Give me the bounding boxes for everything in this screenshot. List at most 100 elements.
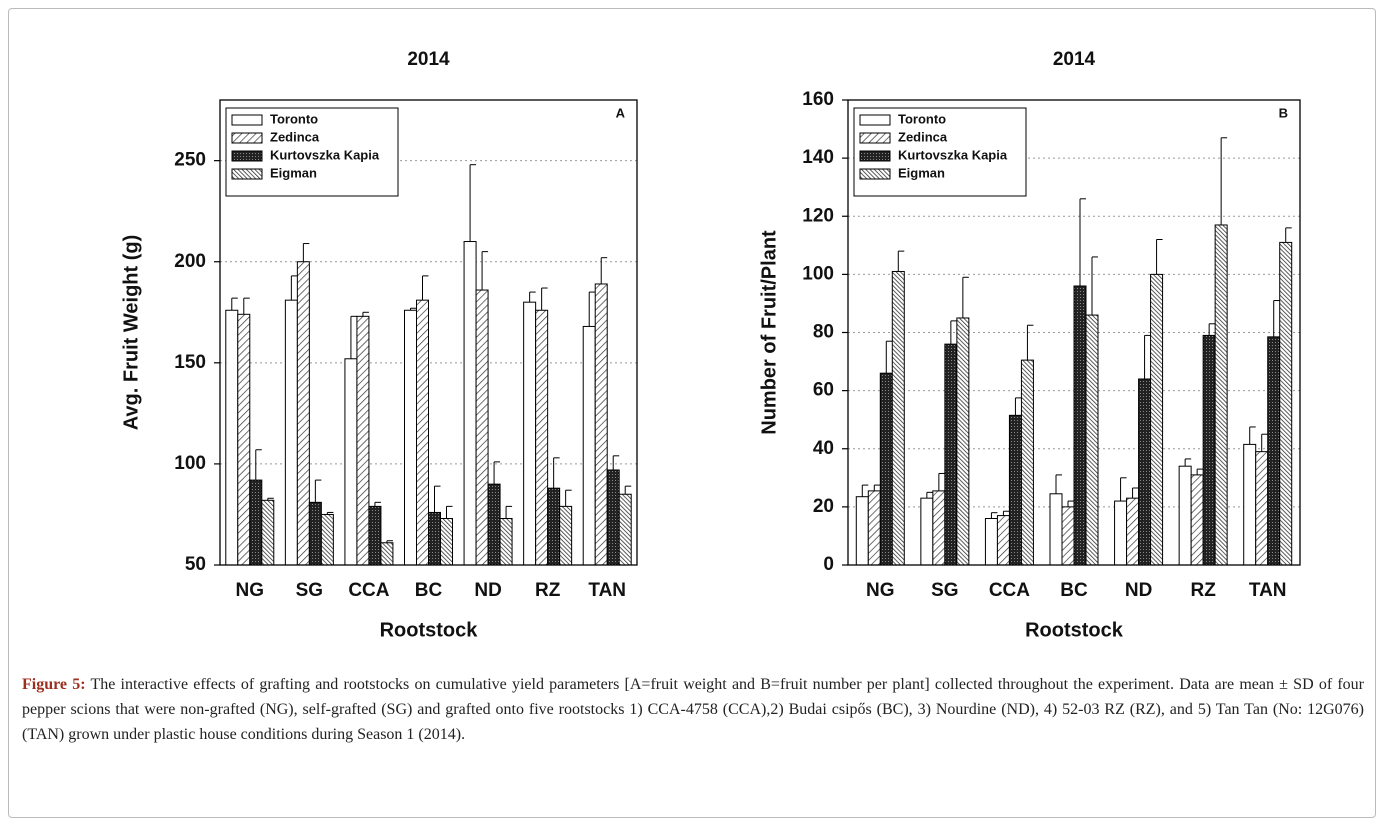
bar: [356, 315, 370, 566]
y-tick-label: 80: [813, 322, 834, 343]
bar: [618, 493, 632, 566]
bar: [475, 289, 489, 566]
bar: [1138, 378, 1152, 566]
y-tick-label: 160: [802, 89, 834, 110]
x-tick-label: NG: [236, 580, 265, 601]
bar: [535, 309, 549, 566]
x-tick-label: BC: [415, 580, 443, 601]
bar: [1049, 493, 1063, 566]
bar: [237, 313, 251, 566]
bar: [320, 513, 334, 566]
bar: [594, 283, 608, 566]
bar: [523, 301, 537, 566]
bar: [1267, 336, 1281, 566]
panel-label: B: [1279, 105, 1288, 120]
x-tick-label: RZ: [1190, 580, 1216, 601]
legend-label: Toronto: [898, 111, 946, 126]
x-tick-label: TAN: [1249, 580, 1287, 601]
y-tick-label: 60: [813, 380, 834, 401]
x-axis-label: Rootstock: [1025, 619, 1124, 641]
legend-swatch: [859, 168, 891, 180]
figure-frame: [8, 8, 1376, 818]
bar: [932, 490, 946, 566]
legend-label: Kurtovszka Kapia: [270, 147, 380, 162]
x-tick-label: RZ: [535, 580, 561, 601]
bar: [380, 542, 394, 566]
legend-swatch: [231, 114, 263, 126]
caption-text: The interactive effects of grafting and …: [22, 676, 1365, 743]
bar: [996, 515, 1010, 566]
bar: [308, 501, 322, 566]
legend-label: Zedinca: [270, 129, 320, 144]
bar: [956, 317, 970, 566]
y-tick-label: 100: [802, 263, 834, 284]
legend-label: Kurtovszka Kapia: [898, 147, 1008, 162]
y-tick-label: 150: [174, 352, 206, 373]
y-tick-label: 120: [802, 205, 834, 226]
bar: [1008, 414, 1022, 566]
bar: [1178, 465, 1192, 566]
bar: [296, 261, 310, 566]
bar: [1190, 474, 1204, 566]
bar: [606, 469, 620, 566]
legend-swatch: [859, 132, 891, 144]
legend-label: Eigman: [898, 165, 945, 180]
legend-label: Eigman: [270, 165, 317, 180]
bar: [463, 241, 477, 566]
bar: [1202, 334, 1216, 566]
caption-label: Figure 5:: [22, 676, 86, 693]
y-tick-label: 0: [823, 554, 834, 575]
x-tick-label: SG: [296, 580, 323, 601]
chart-title: 2014: [407, 49, 450, 70]
y-axis-label: Avg. Fruit Weight (g): [120, 235, 142, 431]
y-axis-label: Number of Fruit/Plant: [758, 230, 780, 435]
y-tick-label: 50: [185, 554, 206, 575]
bar: [891, 270, 905, 566]
bar: [499, 518, 513, 566]
bar: [867, 490, 881, 566]
bar: [368, 505, 382, 566]
bar: [1020, 359, 1034, 566]
bar: [944, 343, 958, 566]
bar: [1126, 497, 1140, 566]
legend-swatch: [231, 168, 263, 180]
y-tick-label: 20: [813, 496, 834, 517]
bar: [582, 325, 596, 566]
legend-swatch: [859, 150, 891, 162]
bar: [920, 497, 934, 566]
bar: [284, 299, 298, 566]
bar: [984, 518, 998, 566]
panel-label: A: [616, 105, 626, 120]
x-tick-label: ND: [1125, 580, 1152, 601]
x-tick-label: CCA: [348, 580, 389, 601]
plot-frame: [847, 99, 1301, 566]
bar: [440, 518, 453, 566]
bar: [344, 358, 358, 566]
x-tick-label: TAN: [588, 580, 626, 601]
x-tick-label: BC: [1060, 580, 1088, 601]
bar: [1243, 443, 1257, 566]
bar: [1114, 500, 1128, 566]
legend-swatch: [231, 132, 263, 144]
x-tick-label: ND: [474, 580, 501, 601]
bar: [249, 479, 263, 566]
bar: [261, 499, 275, 566]
legend-swatch: [231, 150, 263, 162]
bar: [1085, 314, 1099, 566]
bar: [225, 309, 239, 566]
y-tick-label: 250: [174, 150, 206, 171]
bar: [416, 299, 429, 566]
legend-label: Zedinca: [898, 129, 948, 144]
bar: [404, 309, 417, 566]
bar: [428, 511, 441, 566]
bar: [1279, 241, 1293, 566]
x-tick-label: SG: [931, 580, 958, 601]
bar: [487, 483, 501, 566]
bar: [559, 505, 573, 566]
caption: Figure 5: The interactive effects of gra…: [22, 672, 1364, 747]
bar: [1073, 285, 1087, 566]
bar: [1255, 451, 1269, 566]
bar: [855, 496, 869, 566]
bar: [1214, 224, 1228, 566]
